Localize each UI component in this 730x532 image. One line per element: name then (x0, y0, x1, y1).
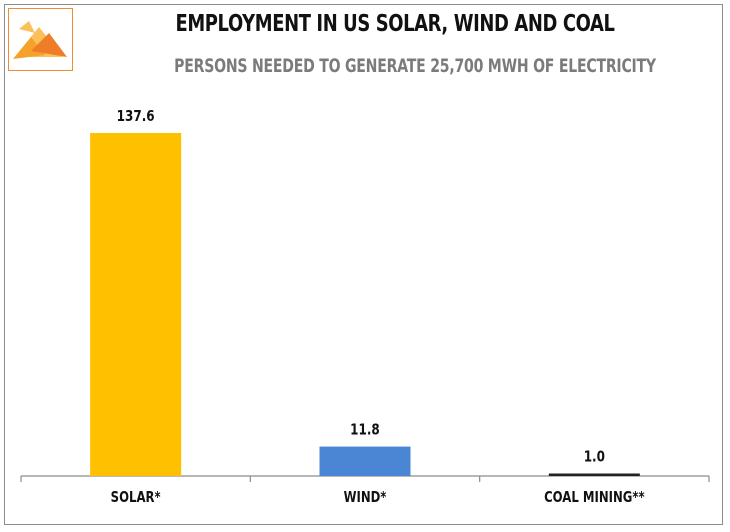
chart-title: EMPLOYMENT IN US SOLAR, WIND AND COAL (175, 11, 615, 37)
pyramid-logo-icon (13, 21, 67, 59)
data-label-1: 137.6 (117, 108, 155, 126)
data-label-2: 11.8 (350, 421, 380, 439)
bar-2 (319, 446, 411, 476)
data-label-3: 1.0 (584, 448, 605, 466)
bar-1 (90, 133, 182, 476)
logo (8, 8, 73, 71)
chart-subtitle: PERSONS NEEDED TO GENERATE 25,700 MWH OF… (174, 55, 656, 77)
x-tick-label-1: SOLAR* (111, 490, 161, 507)
x-tick-label-3: COAL MINING** (544, 490, 644, 507)
x-tick-label-2: WIND* (344, 490, 387, 507)
bar-3 (548, 473, 640, 476)
